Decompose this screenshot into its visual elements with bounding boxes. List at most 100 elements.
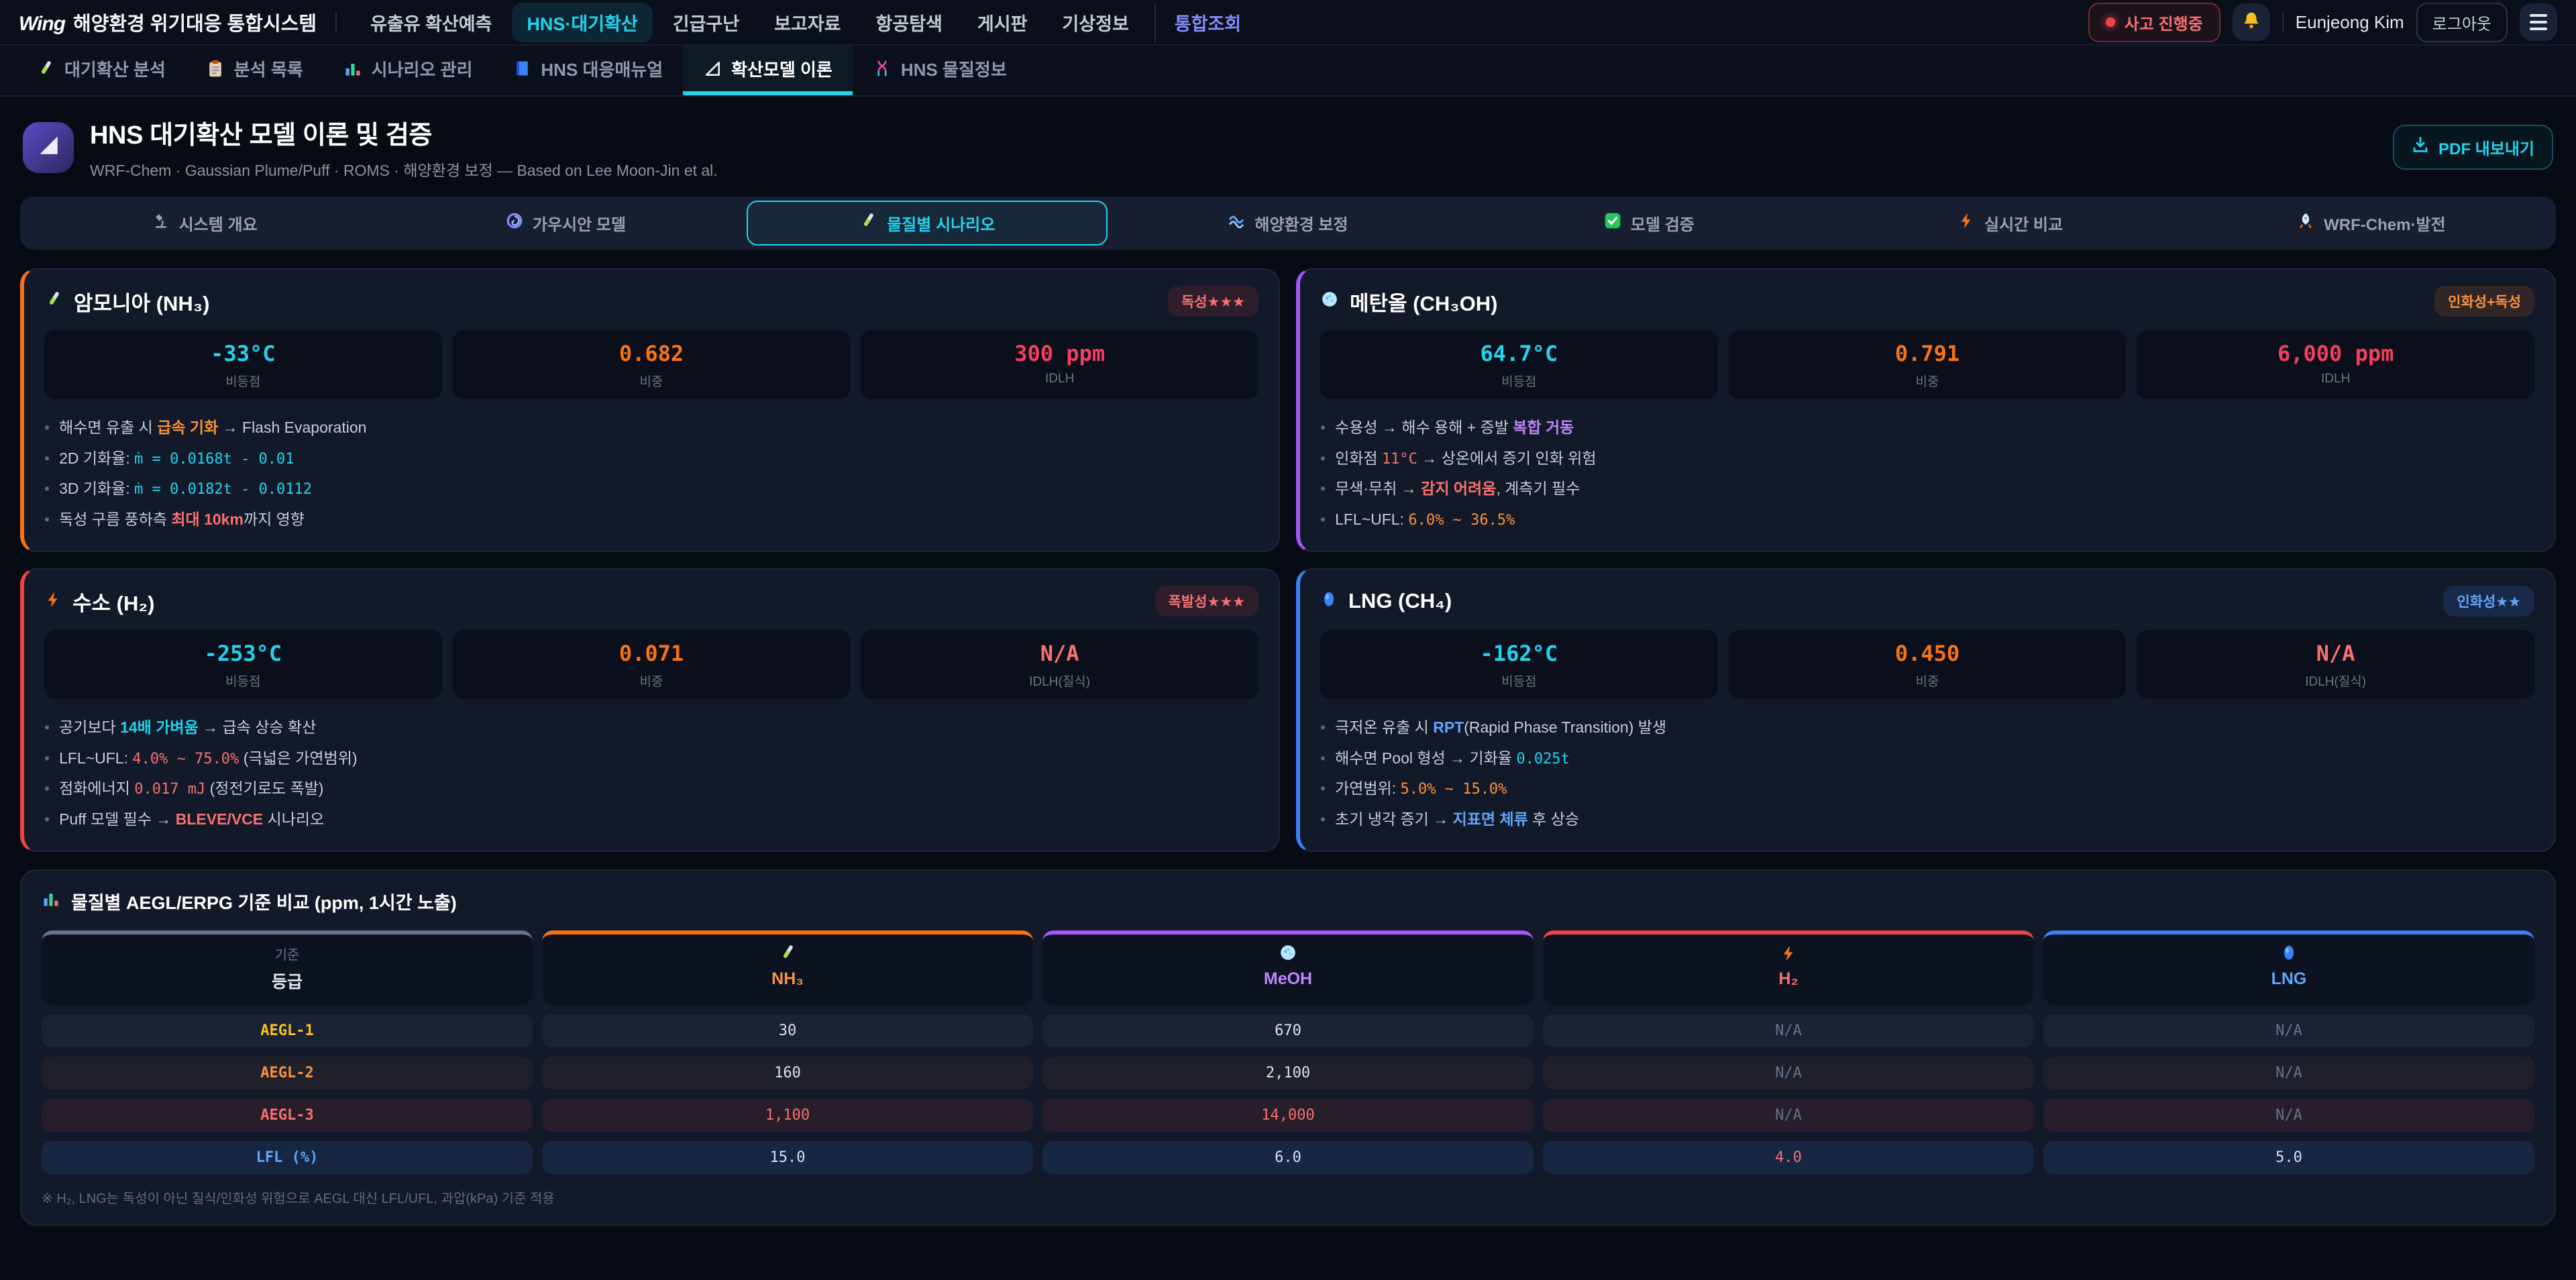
hazard-badge: 인화성★★ bbox=[2443, 586, 2534, 617]
substance-card: 암모니아 (NH₃) 독성★★★ -33°C 비등점 0.682 비중 300 ppm IDL… bbox=[20, 268, 1280, 553]
row-label: LFL (%) bbox=[42, 1141, 533, 1175]
bell-icon bbox=[2242, 10, 2261, 35]
pdf-export-button[interactable]: PDF 내보내기 bbox=[2393, 125, 2553, 170]
highlight-text: 0.025t bbox=[1516, 750, 1570, 767]
comparison-table-body: AEGL-1 30 670 N/A N/A AEGL-2 160 2,100 N/A N/A AEG… bbox=[42, 1014, 2534, 1175]
property-bullet: • Puff 모델 필수 → BLEVE/VCE 시나리오 bbox=[44, 804, 1258, 835]
nav-item[interactable]: 보고자료 bbox=[774, 13, 841, 34]
highlight-text: 급속 기화 bbox=[157, 419, 219, 436]
nav-item[interactable]: 유출유 확산예측 bbox=[370, 13, 492, 34]
app-logo[interactable]: Wing 해양환경 위기대응 통합시스템 bbox=[19, 8, 317, 36]
nav-item[interactable]: 기상정보 bbox=[1062, 13, 1129, 34]
panel-title-row: 물질별 AEGL/ERPG 기준 비교 (ppm, 1시간 노출) bbox=[42, 888, 2534, 914]
bullet-text: 후 상승 bbox=[1527, 810, 1580, 828]
highlight-text: ṁ = 0.0182t - 0.0112 bbox=[134, 481, 313, 498]
bullet-text: 시나리오 bbox=[263, 810, 325, 828]
bullet-text: → 상온에서 증기 인화 위험 bbox=[1417, 449, 1597, 467]
stat-box: -253°C 비등점 bbox=[44, 630, 442, 700]
table-cell: N/A bbox=[1543, 1057, 2034, 1090]
test-tube-icon bbox=[859, 211, 877, 235]
lightning-icon bbox=[1780, 943, 1797, 967]
table-column-header: 기준 등급 bbox=[42, 930, 533, 1006]
section-tab[interactable]: 모델 검증 bbox=[1468, 201, 1829, 246]
nav-item[interactable]: 항공탐색 bbox=[875, 13, 943, 34]
table-cell: 670 bbox=[1042, 1014, 1534, 1048]
subnav-tab[interactable]: HNS 대응매뉴얼 bbox=[492, 46, 683, 95]
menu-button[interactable] bbox=[2520, 3, 2557, 41]
table-row: AEGL-2 160 2,100 N/A N/A bbox=[42, 1057, 2534, 1090]
subnav-tab-label: 대기확산 분석 bbox=[64, 59, 166, 80]
logout-button[interactable]: 로그아웃 bbox=[2416, 2, 2508, 42]
stat-value: -162°C bbox=[1480, 641, 1558, 667]
subnav-tab-label: HNS 물질정보 bbox=[900, 59, 1007, 80]
property-bullet: • 해수면 유출 시 급속 기화 → Flash Evaporation bbox=[44, 413, 1258, 443]
table-cell: 4.0 bbox=[1543, 1141, 2034, 1175]
stat-label: IDLH(질식) bbox=[1029, 675, 1091, 690]
section-tab[interactable]: 시스템 개요 bbox=[24, 201, 385, 246]
property-bullet: • 공기보다 14배 가벼움 → 급속 상승 확산 bbox=[44, 712, 1258, 743]
petri-icon bbox=[1320, 289, 1339, 314]
stat-boxes: -162°C 비등점 0.450 비중 N/A IDLH(질식) bbox=[1320, 630, 2534, 700]
table-footnote: ※ H₂, LNG는 독성이 아닌 질식/인화성 위험으로 AEGL 대신 LF… bbox=[42, 1191, 555, 1207]
test-tube-icon bbox=[778, 943, 797, 967]
highlight-text: 감지 어려움 bbox=[1421, 480, 1497, 498]
bullet-dot: • bbox=[1320, 810, 1326, 828]
main-nav: 유출유 확산예측 HNS·대기확산 긴급구난 보고자료 항공탐색 게시판 기상정보 통합조회 bbox=[356, 2, 2075, 42]
section-tab-label: WRF-Chem·발전 bbox=[2324, 216, 2446, 234]
stat-box: 300 ppm IDLH bbox=[861, 330, 1258, 399]
column-icon-wrap bbox=[1543, 944, 2034, 965]
petri-icon bbox=[1279, 943, 1297, 967]
section-tab-label: 물질별 시나리오 bbox=[887, 216, 996, 234]
bullet-dot: • bbox=[1320, 749, 1326, 767]
subnav-tab[interactable]: 분석 목록 bbox=[186, 46, 323, 95]
stat-box: 64.7°C 비등점 bbox=[1320, 330, 1718, 399]
incident-status-badge[interactable]: 사고 진행중 bbox=[2088, 2, 2220, 42]
table-cell: 30 bbox=[542, 1014, 1033, 1048]
nav-item[interactable]: 긴급구난 bbox=[672, 13, 740, 34]
blue-drop-icon bbox=[2280, 943, 2298, 967]
highlight-text: RPT bbox=[1433, 718, 1464, 737]
stat-boxes: -253°C 비등점 0.071 비중 N/A IDLH(질식) bbox=[44, 630, 1258, 700]
triangle-ruler-icon bbox=[703, 59, 722, 78]
highlight-text: 지표면 체류 bbox=[1452, 810, 1528, 828]
subnav-tab[interactable]: 시나리오 관리 bbox=[323, 46, 493, 95]
stat-label: IDLH bbox=[1045, 372, 1075, 386]
subnav-tab[interactable]: 대기확산 분석 bbox=[16, 46, 186, 95]
bullet-dot: • bbox=[1320, 718, 1326, 737]
logo-text: 해양환경 위기대응 통합시스템 bbox=[73, 13, 317, 35]
nav-item[interactable]: 게시판 bbox=[977, 13, 1028, 34]
dna-icon bbox=[873, 59, 892, 78]
stat-label: 비등점 bbox=[225, 675, 261, 690]
bullet-dot: • bbox=[44, 419, 50, 436]
bullet-text: (Rapid Phase Transition) 발생 bbox=[1464, 718, 1667, 737]
section-tab[interactable]: 실시간 비교 bbox=[1829, 201, 2190, 246]
nav-item[interactable]: HNS·대기확산 bbox=[512, 2, 653, 42]
property-bullet: • 인화점 11°C → 상온에서 증기 인화 위험 bbox=[1320, 443, 2534, 474]
bullet-text: 무색·무취 → bbox=[1335, 480, 1421, 498]
section-tab[interactable]: 해양환경 보정 bbox=[1108, 201, 1468, 246]
top-navbar: Wing 해양환경 위기대응 통합시스템 유출유 확산예측 HNS·대기확산 긴급구… bbox=[0, 0, 2576, 46]
property-bullets: • 공기보다 14배 가벼움 → 급속 상승 확산 • LFL~UFL: 4.0% ~… bbox=[44, 712, 1258, 835]
section-tab[interactable]: 물질별 시나리오 bbox=[746, 201, 1108, 246]
bullet-dot: • bbox=[1320, 510, 1326, 528]
notifications-button[interactable] bbox=[2232, 3, 2270, 41]
bullet-dot: • bbox=[44, 718, 50, 737]
incident-status-label: 사고 진행중 bbox=[2124, 15, 2203, 34]
row-label: AEGL-1 bbox=[42, 1014, 533, 1048]
column-header-caption: 기준 bbox=[274, 948, 300, 963]
logo-mark: Wing bbox=[19, 13, 66, 35]
highlight-text: 복합 거동 bbox=[1513, 419, 1574, 436]
section-tab[interactable]: WRF-Chem·발전 bbox=[2191, 201, 2552, 246]
highlight-text: 최대 10km bbox=[171, 510, 244, 528]
substance-cards-grid: 암모니아 (NH₃) 독성★★★ -33°C 비등점 0.682 비중 300 ppm IDL… bbox=[20, 268, 2556, 853]
subnav-tab[interactable]: 확산모델 이론 bbox=[683, 46, 853, 95]
section-tab[interactable]: 가우시안 모델 bbox=[385, 201, 746, 246]
user-name: Eunjeong Kim bbox=[2295, 11, 2404, 32]
property-bullets: • 극저온 유출 시 RPT(Rapid Phase Transition) 발생… bbox=[1320, 712, 2534, 835]
table-row: LFL (%) 15.0 6.0 4.0 5.0 bbox=[42, 1141, 2534, 1175]
bullet-text: 2D 기화율: bbox=[59, 449, 135, 467]
subnav-tab[interactable]: HNS 물질정보 bbox=[853, 46, 1027, 95]
nav-divider bbox=[2282, 11, 2284, 33]
nav-item[interactable]: 통합조회 bbox=[1154, 2, 1256, 42]
property-bullet: • 극저온 유출 시 RPT(Rapid Phase Transition) 발생 bbox=[1320, 712, 2534, 743]
